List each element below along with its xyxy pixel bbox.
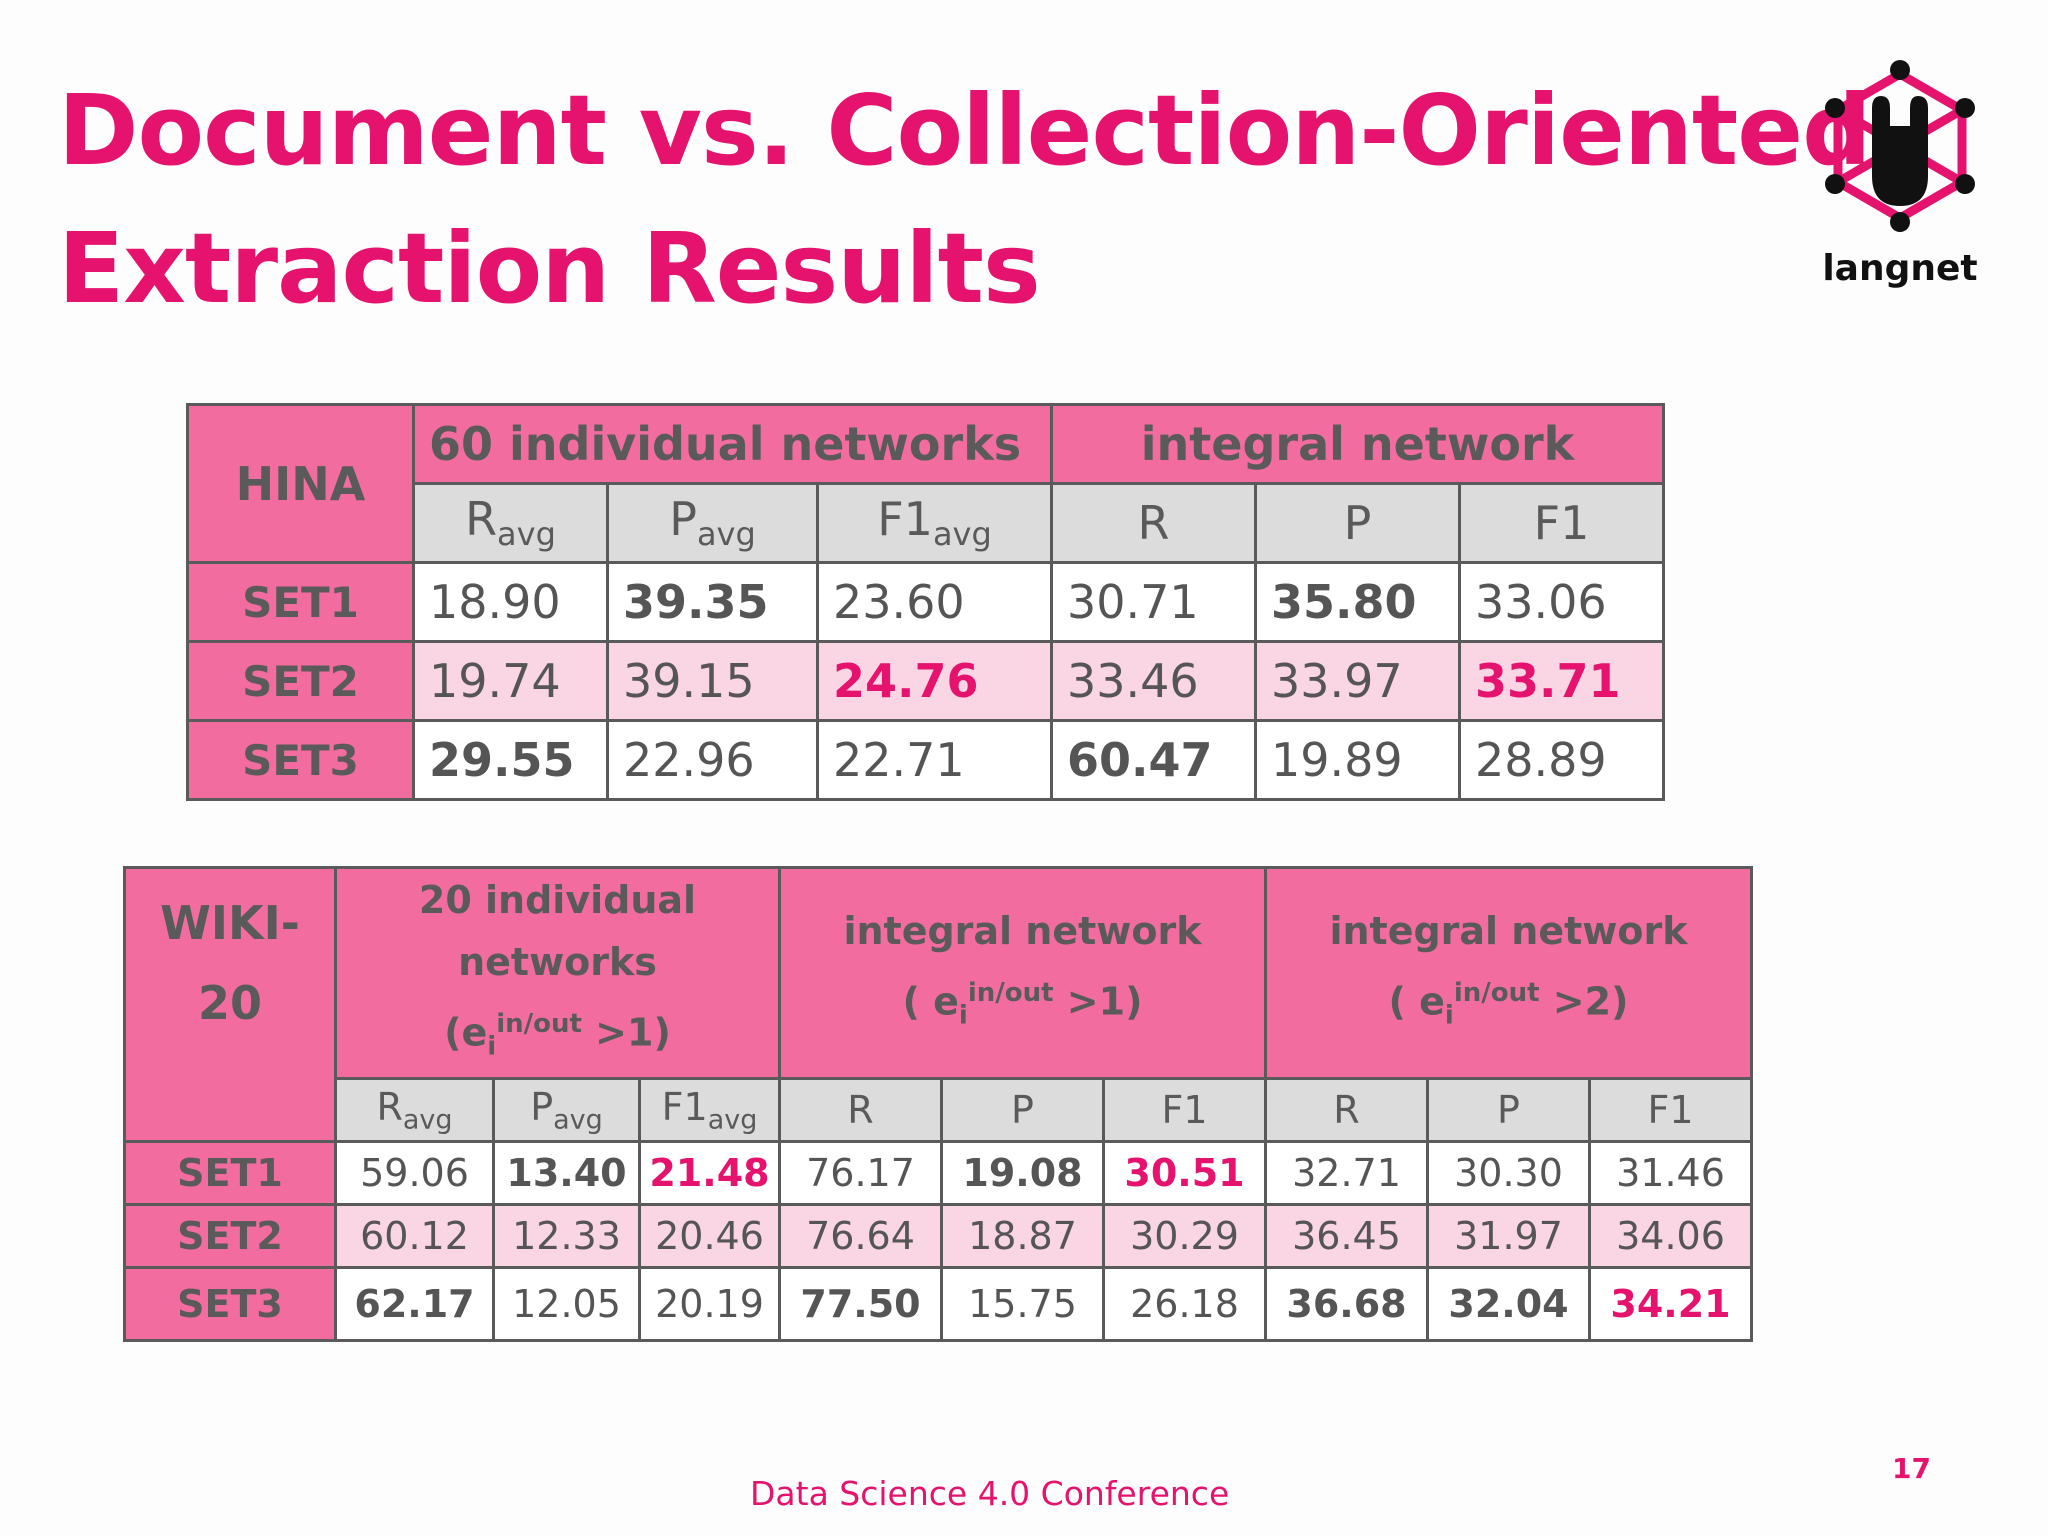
table-row: SET3 62.17 12.05 20.19 77.50 15.75 26.18 36.68 3…: [123, 1266, 1753, 1343]
table2-group2-line1: integral network: [843, 909, 1202, 953]
table-cell: 19.89: [1254, 719, 1461, 801]
table2-subheader: F1: [1588, 1077, 1753, 1144]
row-label: SET1: [123, 1140, 337, 1207]
table-cell: 22.71: [816, 719, 1053, 801]
table1-subheader: P: [1254, 482, 1461, 564]
row-label: SET2: [123, 1203, 337, 1270]
table1-corner: HINA: [186, 403, 415, 564]
table-cell: 31.46: [1588, 1140, 1753, 1207]
row-label: SET3: [123, 1266, 337, 1343]
table1-group-individual: 60 individual networks: [412, 403, 1053, 485]
table1-subheader: F1: [1458, 482, 1665, 564]
table-cell: 21.48: [638, 1140, 781, 1207]
table-cell: 76.64: [778, 1203, 943, 1270]
table2-group1-formula: (eiin/out >1): [444, 1009, 671, 1062]
table-cell: 33.97: [1254, 640, 1461, 722]
langnet-logo: langnet: [1810, 56, 1990, 306]
table-cell: 76.17: [778, 1140, 943, 1207]
logo-text: langnet: [1822, 248, 1978, 289]
table2-corner: WIKI- 20: [123, 865, 337, 1144]
hina-results-table: HINA 60 individual networks integral net…: [186, 403, 1665, 801]
table-cell: 20.46: [638, 1203, 781, 1270]
table-cell: 33.46: [1050, 640, 1257, 722]
wiki20-results-table: WIKI- 20 20 individual networks (eiin/ou…: [123, 865, 1753, 1343]
table-cell: 39.15: [606, 640, 819, 722]
table-cell: 31.97: [1426, 1203, 1591, 1270]
table-cell: 36.45: [1264, 1203, 1429, 1270]
table-row: SET3 29.55 22.96 22.71 60.47 19.89 28.89: [186, 719, 1665, 801]
table-cell: 26.18: [1102, 1266, 1267, 1343]
table-cell: 60.12: [334, 1203, 495, 1270]
table-cell: 34.06: [1588, 1203, 1753, 1270]
table-cell: 18.87: [940, 1203, 1105, 1270]
table1-subheader: Ravg: [412, 482, 609, 564]
table-cell: 30.51: [1102, 1140, 1267, 1207]
table-cell: 60.47: [1050, 719, 1257, 801]
table2-group-integral-1: integral network ( eiin/out >1): [778, 865, 1267, 1081]
table2-subheader: F1: [1102, 1077, 1267, 1144]
table2-corner-line1: WIKI-: [160, 896, 300, 950]
table-cell: 77.50: [778, 1266, 943, 1343]
row-label: SET2: [186, 640, 415, 722]
table-cell: 30.29: [1102, 1203, 1267, 1270]
table-cell: 12.05: [492, 1266, 641, 1343]
table-cell: 20.19: [638, 1266, 781, 1343]
table-cell: 59.06: [334, 1140, 495, 1207]
table-cell: 62.17: [334, 1266, 495, 1343]
footer-conference: Data Science 4.0 Conference: [750, 1474, 1230, 1513]
table2-group-integral-2: integral network ( eiin/out >2): [1264, 865, 1753, 1081]
table2-group-individual: 20 individual networks (eiin/out >1): [334, 865, 781, 1081]
table2-group2-formula: ( eiin/out >1): [902, 978, 1143, 1031]
table-cell: 30.71: [1050, 561, 1257, 643]
table-cell: 30.30: [1426, 1140, 1591, 1207]
table2-subheader: P: [1426, 1077, 1591, 1144]
table-cell: 33.71: [1458, 640, 1665, 722]
title-line-1: Document vs. Collection-Oriented: [58, 74, 1872, 187]
table-cell: 29.55: [412, 719, 609, 801]
table-cell: 23.60: [816, 561, 1053, 643]
table2-group3-line1: integral network: [1329, 909, 1688, 953]
table2-subheader: R: [778, 1077, 943, 1144]
table-row: SET1 59.06 13.40 21.48 76.17 19.08 30.51 32.71 3…: [123, 1140, 1753, 1207]
table-cell: 35.80: [1254, 561, 1461, 643]
table2-group1-line1: 20 individual: [418, 878, 697, 922]
table-row: SET2 19.74 39.15 24.76 33.46 33.97 33.71: [186, 640, 1665, 722]
table2-group3-formula: ( eiin/out >2): [1388, 978, 1629, 1031]
table2-corner-line2: 20: [197, 976, 262, 1030]
table-cell: 33.06: [1458, 561, 1665, 643]
table-cell: 12.33: [492, 1203, 641, 1270]
page-title: Document vs. Collection-Oriented Extract…: [58, 62, 1872, 338]
langnet-logo-icon: [1825, 60, 1975, 232]
title-line-2: Extraction Results: [58, 212, 1041, 325]
table-cell: 18.90: [412, 561, 609, 643]
table-cell: 36.68: [1264, 1266, 1429, 1343]
table-cell: 34.21: [1588, 1266, 1753, 1343]
table-cell: 24.76: [816, 640, 1053, 722]
table2-subheader: F1avg: [638, 1077, 781, 1144]
table2-subheader: Pavg: [492, 1077, 641, 1144]
table-cell: 15.75: [940, 1266, 1105, 1343]
page-number: 17: [1892, 1452, 1931, 1485]
table2-subheader: P: [940, 1077, 1105, 1144]
table-cell: 28.89: [1458, 719, 1665, 801]
table-cell: 22.96: [606, 719, 819, 801]
table-cell: 39.35: [606, 561, 819, 643]
row-label: SET1: [186, 561, 415, 643]
table1-group-integral: integral network: [1050, 403, 1665, 485]
table-row: SET1 18.90 39.35 23.60 30.71 35.80 33.06: [186, 561, 1665, 643]
table1-subheader: R: [1050, 482, 1257, 564]
table-row: SET2 60.12 12.33 20.46 76.64 18.87 30.29 36.45 3…: [123, 1203, 1753, 1270]
table1-subheader: F1avg: [816, 482, 1053, 564]
table2-group1-line2: networks: [458, 940, 657, 984]
table-cell: 32.71: [1264, 1140, 1429, 1207]
table-cell: 19.74: [412, 640, 609, 722]
table2-subheader: Ravg: [334, 1077, 495, 1144]
row-label: SET3: [186, 719, 415, 801]
table-cell: 19.08: [940, 1140, 1105, 1207]
table2-subheader: R: [1264, 1077, 1429, 1144]
table1-subheader: Pavg: [606, 482, 819, 564]
table-cell: 32.04: [1426, 1266, 1591, 1343]
table-cell: 13.40: [492, 1140, 641, 1207]
